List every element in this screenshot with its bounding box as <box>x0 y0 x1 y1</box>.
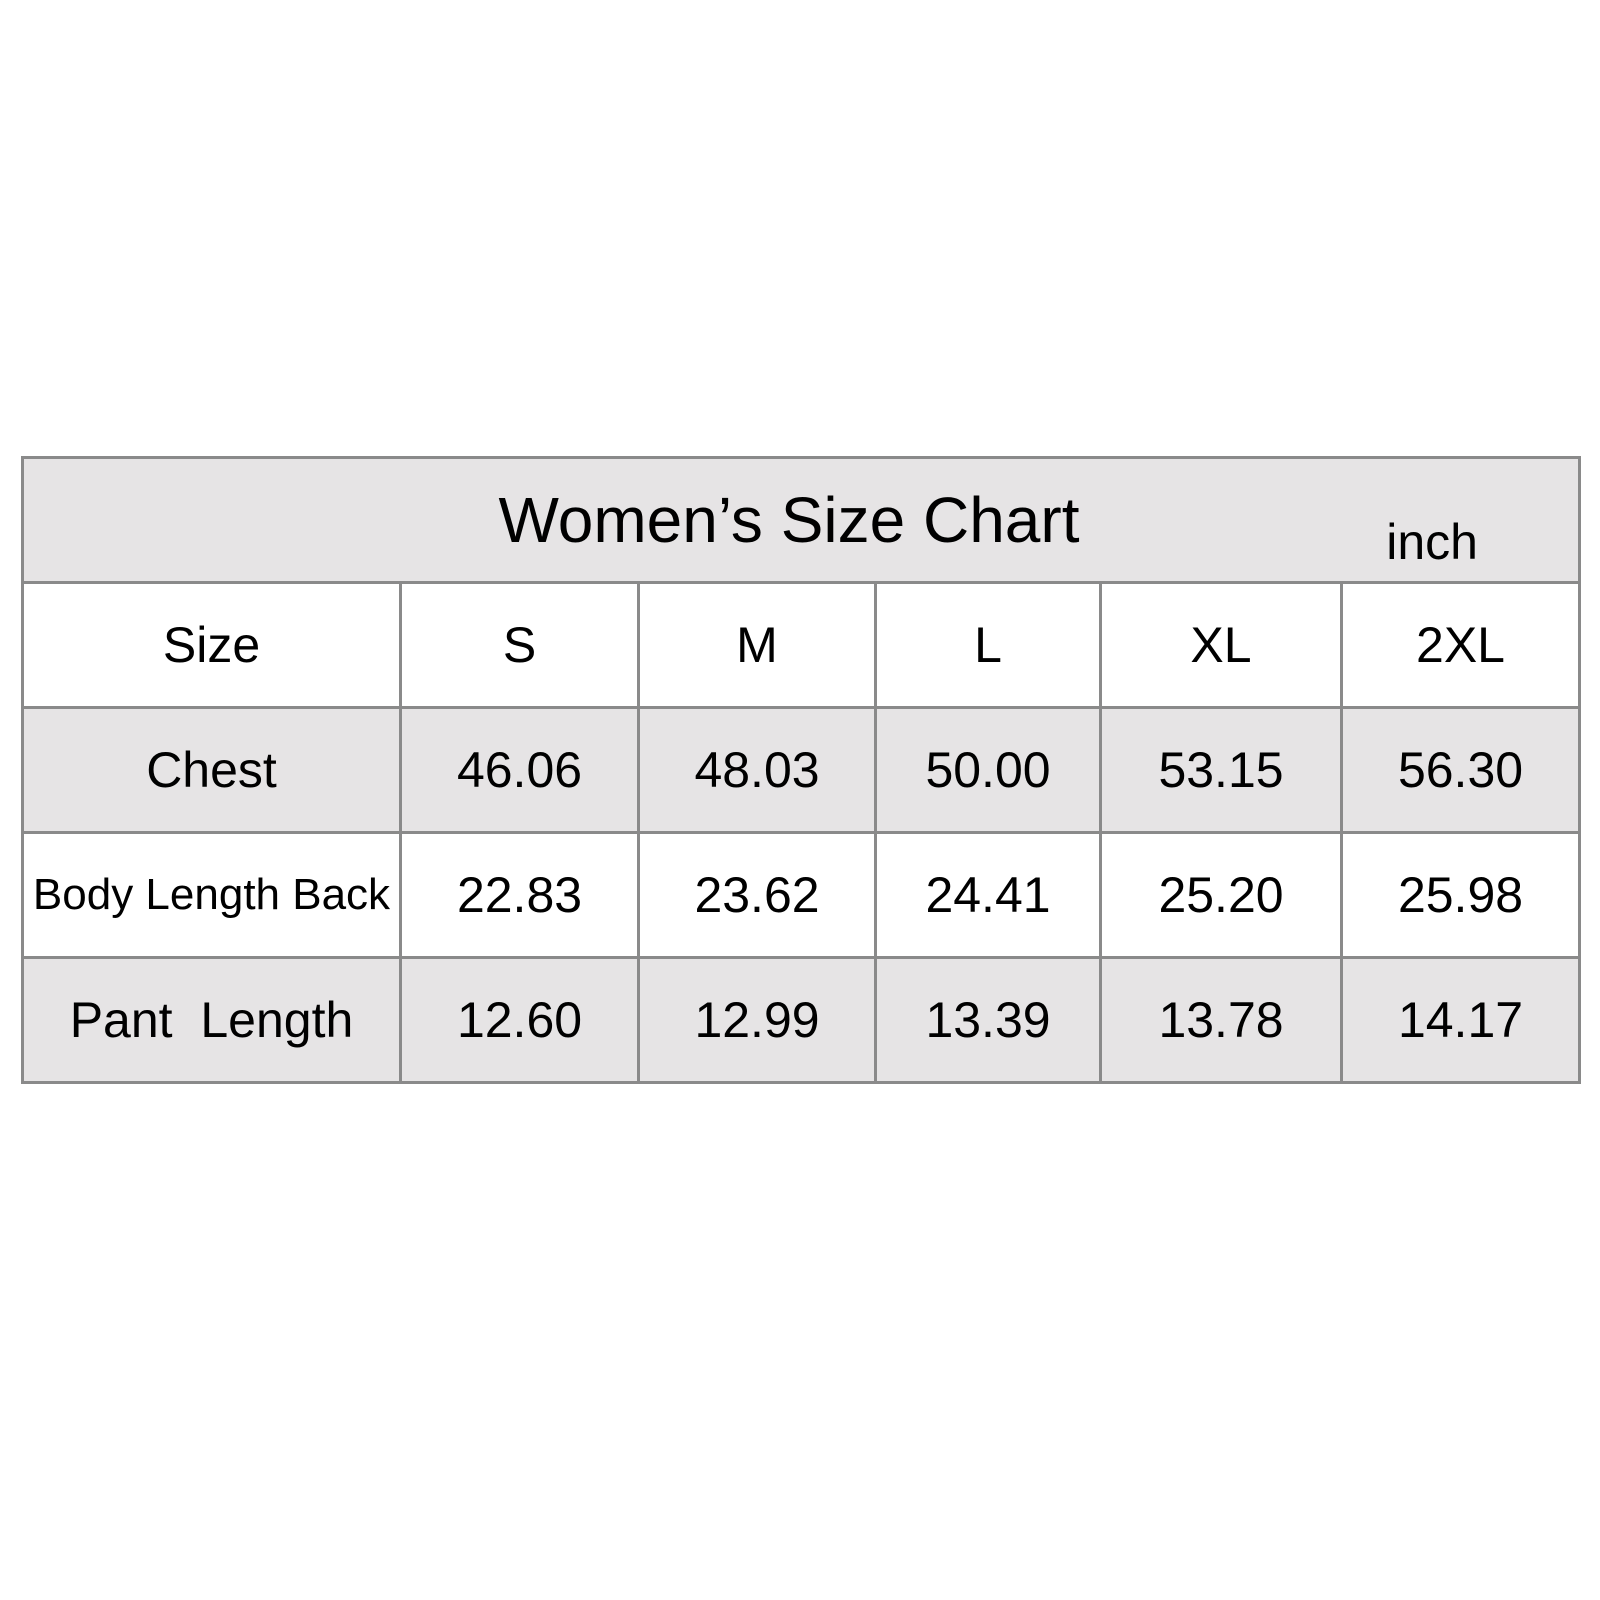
cell: 25.98 <box>1340 831 1581 959</box>
size-s: S <box>399 581 640 709</box>
cell: 12.99 <box>637 956 877 1084</box>
cell: 50.00 <box>874 706 1102 834</box>
row-label: Pant Length <box>21 956 402 1084</box>
size-m: M <box>637 581 877 709</box>
table-row: Pant Length 12.60 12.99 13.39 13.78 14.1… <box>21 956 1581 1084</box>
cell: 46.06 <box>399 706 640 834</box>
table-row: Chest 46.06 48.03 50.00 53.15 56.30 <box>21 706 1581 834</box>
header-row: Size S M L XL 2XL <box>21 581 1581 709</box>
table-row: Body Length Back 22.83 23.62 24.41 25.20… <box>21 831 1581 959</box>
cell: 14.17 <box>1340 956 1581 1084</box>
title-cell: Women’s Size Chart inch <box>21 456 1581 584</box>
size-xl: XL <box>1099 581 1343 709</box>
cell: 13.78 <box>1099 956 1343 1084</box>
cell: 22.83 <box>399 831 640 959</box>
size-2xl: 2XL <box>1340 581 1581 709</box>
cell: 25.20 <box>1099 831 1343 959</box>
size-chart-table: Women’s Size Chart inch Size S M L XL 2X… <box>21 456 1581 1084</box>
cell: 13.39 <box>874 956 1102 1084</box>
cell: 23.62 <box>637 831 877 959</box>
title-row: Women’s Size Chart inch <box>21 456 1581 584</box>
cell: 56.30 <box>1340 706 1581 834</box>
chart-title: Women’s Size Chart <box>498 484 1080 556</box>
unit-label: inch <box>1386 514 1478 570</box>
row-label: Body Length Back <box>21 831 402 959</box>
cell: 48.03 <box>637 706 877 834</box>
header-label: Size <box>21 581 402 709</box>
cell: 53.15 <box>1099 706 1343 834</box>
cell: 24.41 <box>874 831 1102 959</box>
cell: 12.60 <box>399 956 640 1084</box>
size-l: L <box>874 581 1102 709</box>
row-label: Chest <box>21 706 402 834</box>
